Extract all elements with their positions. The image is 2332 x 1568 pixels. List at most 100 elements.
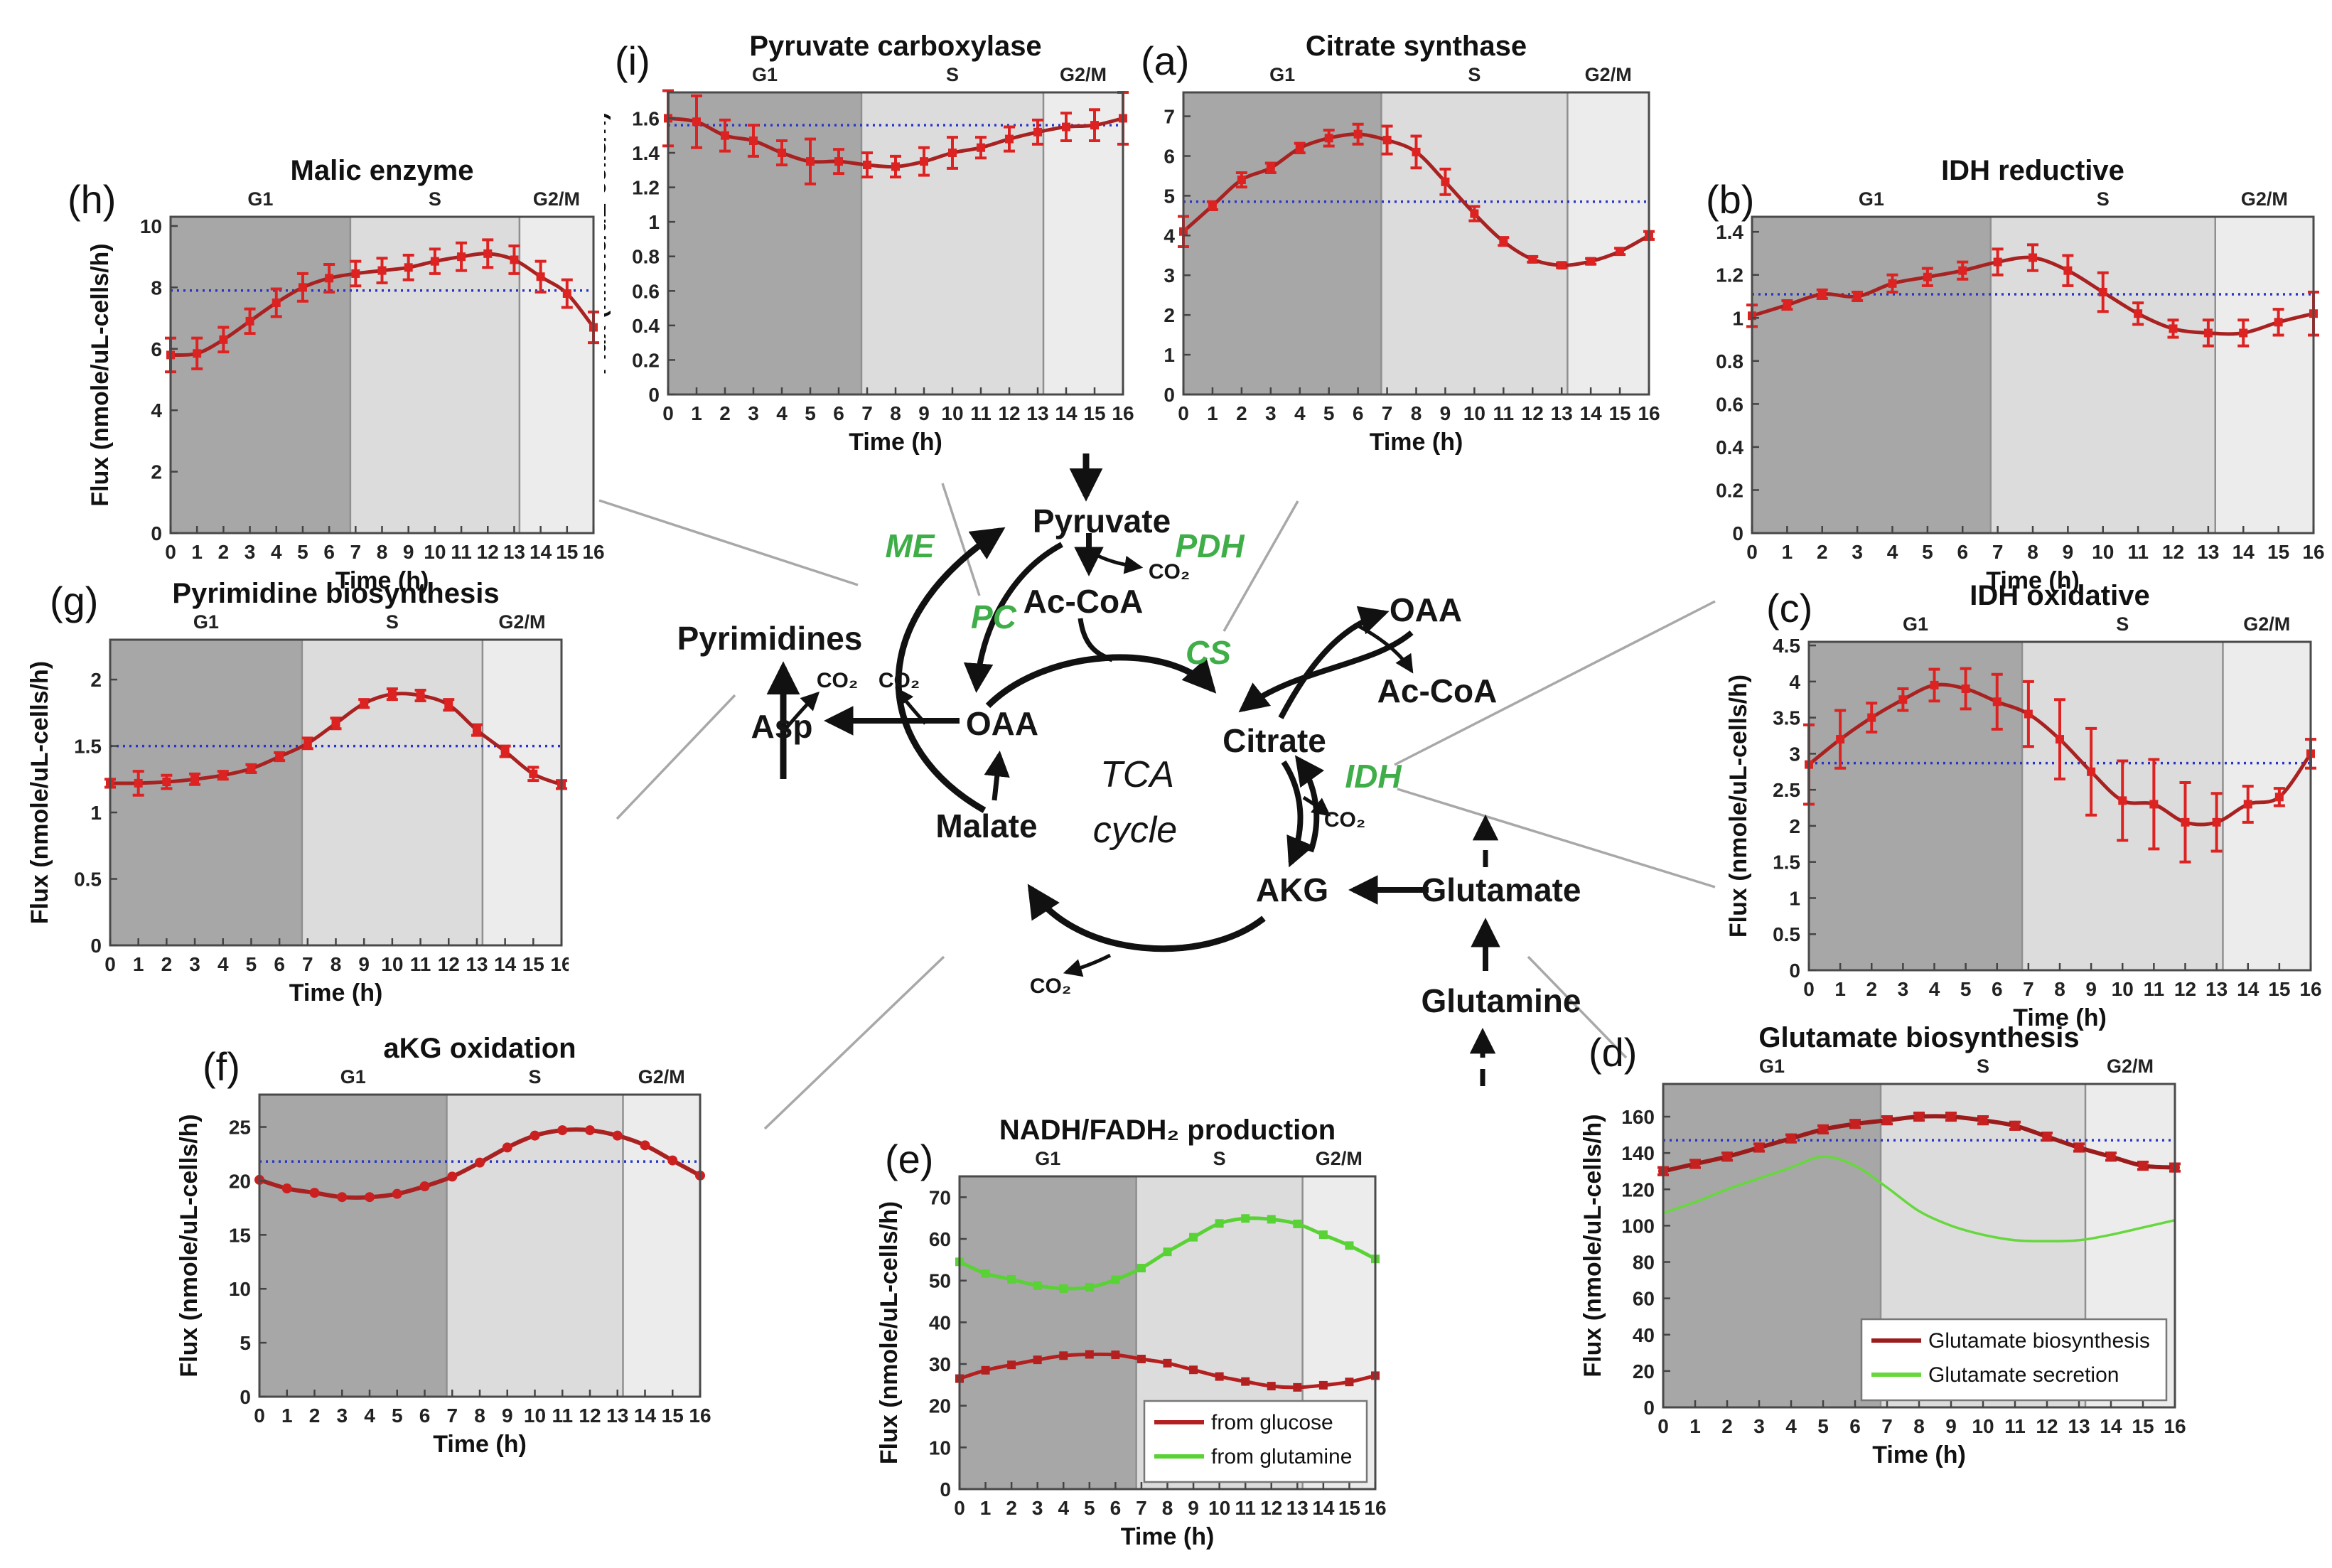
data-point: [1137, 1264, 1146, 1273]
x-axis-label: Time (h): [433, 1431, 527, 1458]
x-tick-label: 6: [833, 402, 844, 424]
x-tick-label: 6: [1849, 1415, 1861, 1437]
x-tick-label: 13: [1026, 402, 1048, 424]
data-point: [1005, 134, 1014, 144]
chart-title: IDH reductive: [1941, 155, 2124, 186]
x-tick-label: 10: [2112, 978, 2134, 1000]
x-tick-label: 0: [165, 541, 176, 563]
x-tick-label: 7: [1881, 1415, 1893, 1437]
data-point: [834, 157, 843, 166]
data-point: [475, 1157, 485, 1168]
data-point: [1382, 136, 1392, 145]
pathway-arrow: [985, 654, 1217, 709]
data-point: [1992, 697, 2001, 707]
x-tick-label: 11: [2127, 541, 2149, 563]
data-point: [1085, 1350, 1094, 1359]
chart-malic-enzyme: 0 1 2 3 4 5 6 7 8 9 10 11 12 13 14 15 16 0 2 4 6 8 10 Malic enz…: [64, 153, 604, 601]
data-point: [1033, 1281, 1042, 1290]
x-tick-label: 0: [1657, 1415, 1669, 1437]
legend-label: Glutamate secretion: [1928, 1363, 2119, 1387]
phase-label-S: S: [1213, 1148, 1226, 1169]
series-line: [1662, 1155, 2176, 1242]
y-tick-label: 5: [240, 1332, 251, 1354]
y-tick-label: 0.6: [1716, 393, 1743, 415]
x-tick-label: 0: [254, 1405, 265, 1427]
pathway-arrow: [1355, 623, 1414, 674]
phase-region-G2/M: [482, 640, 561, 945]
x-tick-label: 3: [245, 541, 256, 563]
data-point: [510, 255, 519, 264]
data-point: [1085, 1283, 1094, 1292]
legend-label: Glutamate biosynthesis: [1928, 1329, 2150, 1353]
data-point: [281, 1183, 292, 1194]
x-tick-label: 3: [189, 953, 200, 975]
data-point: [416, 691, 425, 700]
y-axis-label: Flux (nmole/uL-cells/h): [1579, 1114, 1606, 1377]
y-tick-label: 0.6: [632, 280, 660, 302]
x-tick-label: 15: [1338, 1497, 1360, 1519]
chart-connector-line: [1527, 955, 1628, 1059]
x-tick-label: 12: [477, 541, 499, 563]
x-tick-label: 15: [2268, 978, 2290, 1000]
y-tick-label: 0.8: [1716, 350, 1743, 372]
x-tick-label: 4: [776, 402, 788, 424]
chart-connector-line: [616, 694, 736, 820]
phase-label-G2/M: G2/M: [1585, 64, 1632, 85]
data-point: [2010, 1120, 2020, 1131]
y-axis-label: Flux (nmole/uL-cells/h): [176, 1114, 203, 1377]
x-tick-label: 14: [530, 541, 552, 563]
x-tick-label: 2: [1236, 402, 1247, 424]
x-tick-label: 12: [2036, 1415, 2058, 1437]
y-tick-label: 3: [1164, 264, 1175, 286]
data-point: [1267, 1215, 1276, 1224]
data-point: [2074, 1142, 2084, 1153]
data-point: [219, 335, 228, 344]
y-tick-label: 4: [151, 399, 162, 421]
x-tick-label: 11: [451, 541, 472, 563]
data-point: [891, 162, 900, 171]
data-point: [404, 263, 413, 272]
chart-title: Citrate synthase: [1306, 31, 1527, 62]
chart-title: IDH oxidative: [1970, 580, 2149, 611]
data-point: [1930, 680, 1939, 689]
data-point: [1690, 1159, 1700, 1169]
y-tick-label: 3.5: [1773, 707, 1800, 729]
data-point: [1441, 177, 1450, 186]
x-tick-label: 7: [1382, 402, 1393, 424]
phase-region-S: [446, 1095, 623, 1397]
x-tick-label: 6: [1992, 978, 2003, 1000]
data-point: [1978, 1115, 1988, 1126]
chart-connector-line: [763, 955, 945, 1130]
x-tick-label: 11: [970, 402, 992, 424]
data-point: [1946, 1112, 1956, 1122]
x-tick-label: 1: [191, 541, 203, 563]
x-tick-label: 6: [274, 953, 285, 975]
x-tick-label: 14: [494, 953, 517, 975]
data-point: [162, 778, 171, 787]
x-tick-label: 15: [2132, 1415, 2154, 1437]
x-tick-label: 9: [1945, 1415, 1957, 1437]
data-point: [1111, 1275, 1120, 1284]
x-tick-label: 16: [582, 541, 604, 563]
phase-label-S: S: [429, 188, 441, 210]
x-tick-label: 2: [1866, 978, 1877, 1000]
x-tick-label: 11: [2004, 1415, 2026, 1437]
x-axis-label: Time (h): [289, 979, 383, 1006]
data-point: [1818, 1124, 1828, 1134]
x-tick-label: 13: [466, 953, 488, 975]
data-point: [275, 752, 284, 761]
x-tick-label: 13: [1286, 1497, 1309, 1519]
y-tick-label: 160: [1621, 1106, 1655, 1128]
x-tick-label: 13: [2197, 541, 2219, 563]
pathway-arrow: [1063, 953, 1112, 977]
data-point: [1295, 144, 1304, 153]
y-tick-label: 10: [929, 1437, 951, 1459]
data-point: [387, 689, 397, 699]
chart-connector-line: [598, 499, 859, 586]
phase-region-G2/M: [1043, 92, 1123, 394]
x-tick-label: 9: [1440, 402, 1451, 424]
y-tick-label: 40: [1633, 1324, 1655, 1346]
data-point: [2063, 266, 2073, 275]
data-point: [1215, 1219, 1224, 1228]
data-point: [612, 1130, 623, 1141]
